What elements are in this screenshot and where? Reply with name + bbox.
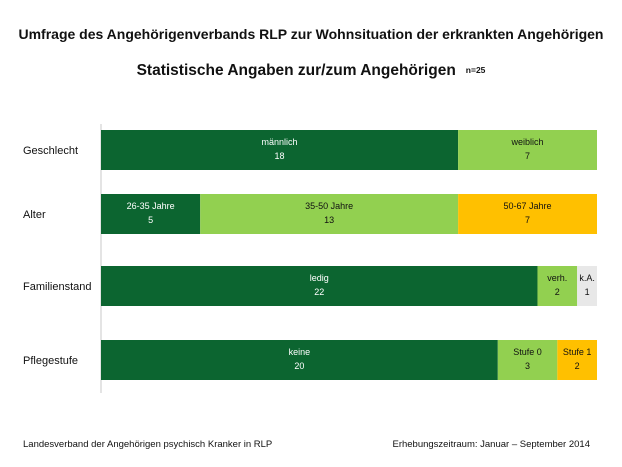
segment-value-pflegestufe-stufe-1: 2 bbox=[575, 361, 580, 371]
segment-value-alter-35-50-jahre: 13 bbox=[324, 215, 334, 225]
bar-segment-familienstand-k-a bbox=[577, 266, 597, 306]
category-label-pflegestufe: Pflegestufe bbox=[23, 355, 78, 367]
bar-segment-pflegestufe-keine bbox=[101, 340, 498, 380]
segment-value-pflegestufe-keine: 20 bbox=[294, 361, 304, 371]
segment-label-familienstand-verh: verh. bbox=[547, 273, 567, 283]
bar-segment-alter-50-67-jahre bbox=[458, 194, 597, 234]
segment-label-pflegestufe-stufe-0: Stufe 0 bbox=[513, 347, 542, 357]
segment-label-geschlecht-weiblich: weiblich bbox=[511, 137, 544, 147]
footer-period: Erhebungszeitraum: Januar – September 20… bbox=[392, 439, 590, 450]
bar-segment-geschlecht-weiblich bbox=[458, 130, 597, 170]
segment-label-geschlecht-mannlich: männlich bbox=[262, 137, 298, 147]
segment-value-alter-50-67-jahre: 7 bbox=[525, 215, 530, 225]
segment-value-familienstand-verh: 2 bbox=[555, 287, 560, 297]
segment-label-pflegestufe-stufe-1: Stufe 1 bbox=[563, 347, 592, 357]
bar-segment-pflegestufe-stufe-1 bbox=[557, 340, 597, 380]
sample-size-note: n=25 bbox=[465, 65, 486, 75]
subtitle-line: Statistische Angaben zur/zum Angehörigen… bbox=[0, 62, 622, 80]
bars-group: Geschlecht männlich 18 weiblich 7 Alter 26-35 … bbox=[23, 130, 597, 380]
segment-label-alter-50-67-jahre: 50-67 Jahre bbox=[504, 201, 552, 211]
category-label-familienstand: Familienstand bbox=[23, 281, 91, 293]
segment-label-familienstand-ledig: ledig bbox=[310, 273, 329, 283]
segment-value-geschlecht-mannlich: 18 bbox=[275, 151, 285, 161]
bar-segment-alter-26-35-jahre bbox=[101, 194, 201, 234]
segment-label-alter-26-35-jahre: 26-35 Jahre bbox=[127, 201, 175, 211]
footer-organization: Landesverband der Angehörigen psychisch … bbox=[23, 439, 273, 450]
chart-subtitle: Statistische Angaben zur/zum Angehörigen bbox=[136, 62, 456, 79]
segment-value-familienstand-ledig: 22 bbox=[314, 287, 324, 297]
bar-segment-pflegestufe-stufe-0 bbox=[497, 340, 558, 380]
segment-value-pflegestufe-stufe-0: 3 bbox=[525, 361, 530, 371]
bar-segment-familienstand-verh bbox=[537, 266, 578, 306]
bar-segment-alter-35-50-jahre bbox=[200, 194, 459, 234]
category-label-alter: Alter bbox=[23, 209, 46, 221]
segment-value-familienstand-k-a: 1 bbox=[585, 287, 590, 297]
bar-segment-geschlecht-mannlich bbox=[101, 130, 459, 170]
bar-segment-familienstand-ledig bbox=[101, 266, 538, 306]
segment-label-alter-35-50-jahre: 35-50 Jahre bbox=[305, 201, 353, 211]
segment-label-pflegestufe-keine: keine bbox=[289, 347, 311, 357]
segment-value-alter-26-35-jahre: 5 bbox=[148, 215, 153, 225]
category-label-geschlecht: Geschlecht bbox=[23, 145, 78, 157]
chart-title: Umfrage des Angehörigenverbands RLP zur … bbox=[18, 26, 604, 42]
segment-value-geschlecht-weiblich: 7 bbox=[525, 151, 530, 161]
segment-label-familienstand-k-a: k.A. bbox=[579, 273, 595, 283]
